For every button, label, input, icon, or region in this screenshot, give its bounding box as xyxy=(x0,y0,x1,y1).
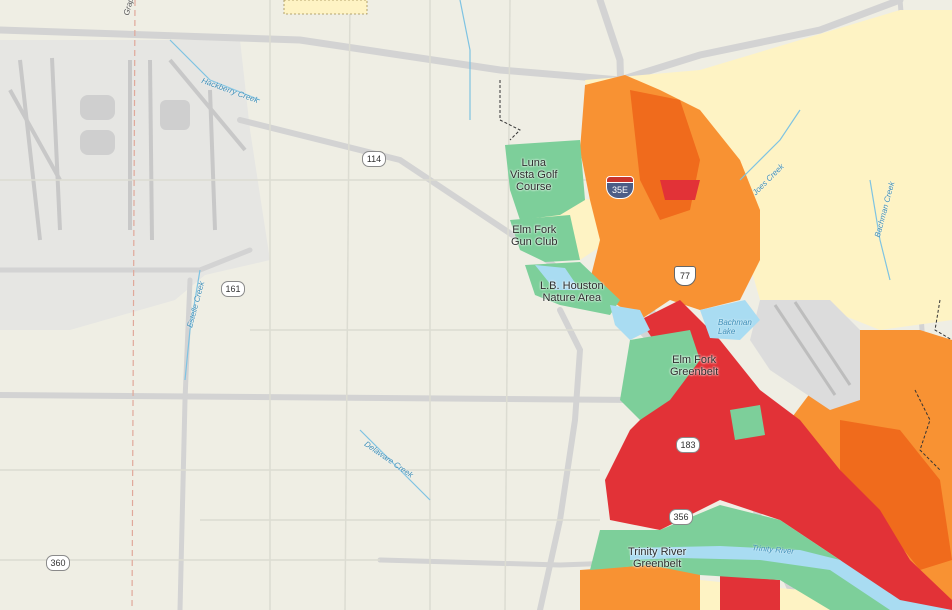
shield-sh360: 360 xyxy=(46,555,70,571)
park-elm-fork-greenbelt xyxy=(620,330,700,420)
park-luna-vista xyxy=(505,140,585,220)
elm-fork-water xyxy=(610,305,650,340)
shield-us77: 77 xyxy=(674,266,696,286)
airport-runways xyxy=(8,57,247,241)
label-elm-fork-greenbelt: Elm Fork Greenbelt xyxy=(670,354,719,378)
love-field-runways xyxy=(773,301,852,396)
shield-sh161: 161 xyxy=(221,281,245,297)
airport-terminals xyxy=(80,95,190,155)
lake-lb-houston xyxy=(535,265,580,290)
label-bachman-lake: Bachman Lake xyxy=(718,318,752,336)
shield-i35e: 35E xyxy=(606,176,634,200)
park-elm-fork-gun-club xyxy=(510,215,580,262)
city-boundary xyxy=(499,80,952,471)
shield-sh183: 183 xyxy=(676,437,700,453)
zone-red-2 xyxy=(660,180,700,200)
zone-light-yellow-3 xyxy=(283,0,368,15)
love-field-airport xyxy=(750,300,860,410)
park-small xyxy=(730,405,765,440)
zone-orange-3 xyxy=(580,565,700,610)
zone-light-yellow xyxy=(585,10,952,330)
shield-sh114: 114 xyxy=(362,151,386,167)
label-elm-fork-gun-club: Elm Fork Gun Club xyxy=(511,224,558,248)
zone-red xyxy=(605,300,952,610)
county-line xyxy=(131,0,136,610)
zone-dark-orange-2 xyxy=(840,420,952,570)
shield-i35e-number: 35E xyxy=(606,183,634,199)
zone-red-3 xyxy=(720,575,780,610)
bachman-lake-shape xyxy=(700,300,760,340)
label-luna-vista: Luna Vista Golf Course xyxy=(510,157,558,193)
shield-i35e-top xyxy=(606,176,634,183)
airport-area xyxy=(0,40,270,330)
creeks xyxy=(169,0,891,501)
trinity-river-water xyxy=(630,546,952,610)
shield-sh356: 356 xyxy=(669,509,693,525)
label-lb-houston: L.B. Houston Nature Area xyxy=(540,280,604,304)
label-trinity-river-greenbelt: Trinity River Greenbelt xyxy=(628,546,687,570)
minor-roads xyxy=(0,0,640,610)
